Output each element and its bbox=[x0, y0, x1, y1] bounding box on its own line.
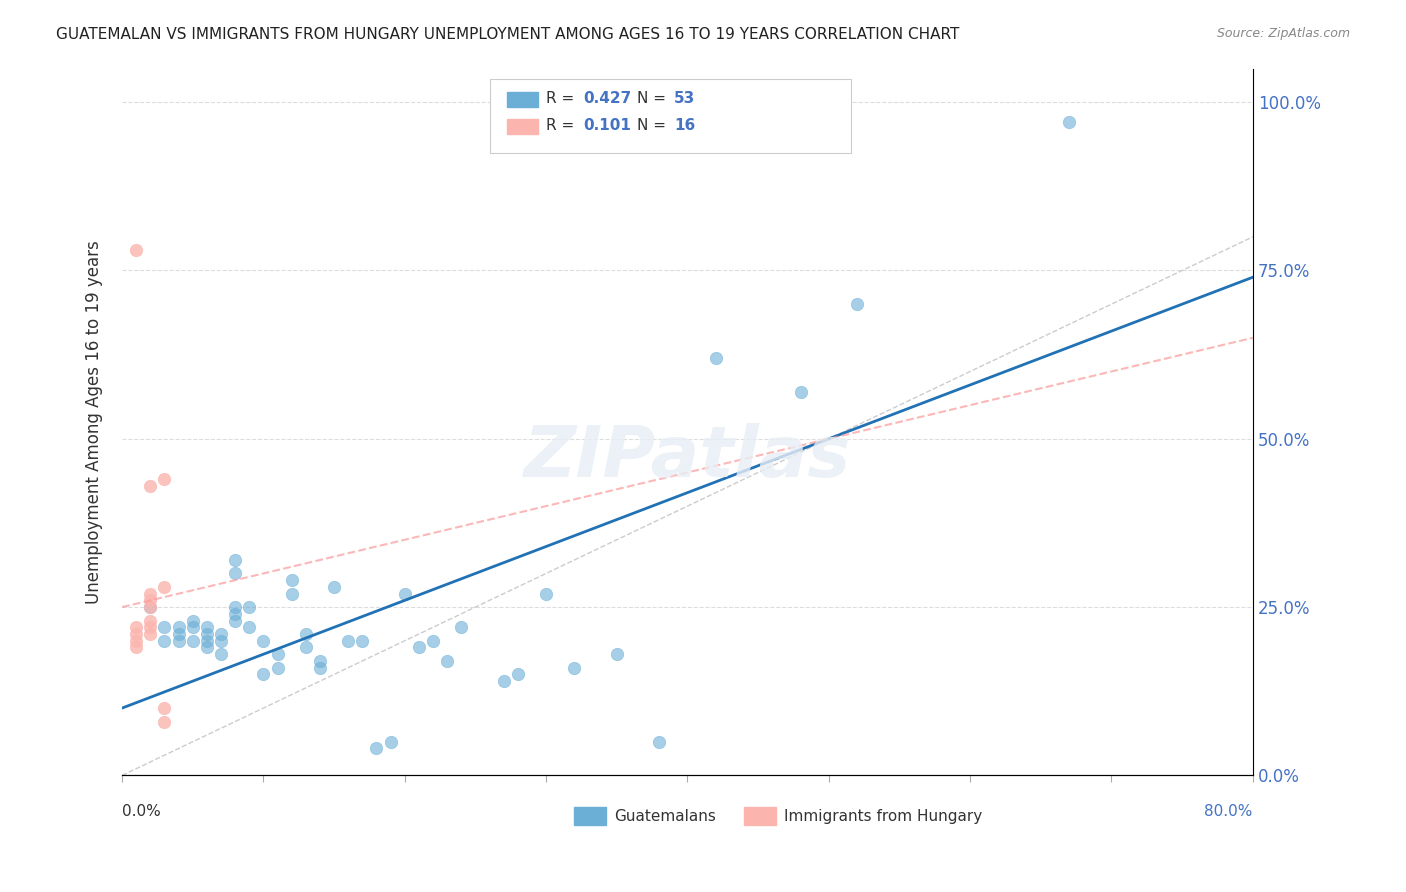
Point bbox=[380, 735, 402, 749]
Point bbox=[846, 297, 869, 311]
Point bbox=[125, 620, 148, 634]
Point bbox=[139, 620, 162, 634]
Point bbox=[167, 620, 190, 634]
Point bbox=[224, 553, 246, 567]
Point bbox=[224, 566, 246, 581]
Point bbox=[534, 587, 557, 601]
Point bbox=[153, 701, 176, 715]
Text: 0.0%: 0.0% bbox=[122, 804, 160, 819]
Point bbox=[789, 384, 811, 399]
Point bbox=[195, 640, 218, 655]
FancyBboxPatch shape bbox=[506, 119, 538, 135]
Point bbox=[153, 580, 176, 594]
Point bbox=[139, 600, 162, 615]
Point bbox=[153, 472, 176, 486]
Point bbox=[195, 627, 218, 641]
Point bbox=[224, 614, 246, 628]
Point bbox=[309, 661, 332, 675]
Point bbox=[704, 351, 727, 365]
Text: GUATEMALAN VS IMMIGRANTS FROM HUNGARY UNEMPLOYMENT AMONG AGES 16 TO 19 YEARS COR: GUATEMALAN VS IMMIGRANTS FROM HUNGARY UN… bbox=[56, 27, 960, 42]
Point bbox=[506, 667, 529, 681]
Point bbox=[209, 633, 232, 648]
Text: 53: 53 bbox=[673, 91, 695, 106]
Point bbox=[266, 661, 288, 675]
Point bbox=[648, 735, 671, 749]
Point bbox=[323, 580, 346, 594]
Text: 0.101: 0.101 bbox=[583, 119, 631, 133]
Point bbox=[450, 620, 472, 634]
Point bbox=[209, 627, 232, 641]
Point bbox=[125, 627, 148, 641]
Point bbox=[181, 614, 204, 628]
Point bbox=[139, 479, 162, 493]
Point bbox=[309, 654, 332, 668]
Point bbox=[294, 640, 316, 655]
Point bbox=[167, 633, 190, 648]
Text: Source: ZipAtlas.com: Source: ZipAtlas.com bbox=[1216, 27, 1350, 40]
Point bbox=[125, 633, 148, 648]
Point bbox=[153, 633, 176, 648]
Point bbox=[195, 633, 218, 648]
Point bbox=[139, 600, 162, 615]
Point bbox=[167, 627, 190, 641]
Point bbox=[238, 620, 260, 634]
Point bbox=[224, 600, 246, 615]
Text: Immigrants from Hungary: Immigrants from Hungary bbox=[783, 809, 981, 824]
Point bbox=[139, 587, 162, 601]
Point bbox=[352, 633, 374, 648]
Point bbox=[139, 614, 162, 628]
Text: R =: R = bbox=[546, 91, 579, 106]
Point bbox=[238, 600, 260, 615]
Point bbox=[125, 640, 148, 655]
Point bbox=[224, 607, 246, 621]
Point bbox=[153, 620, 176, 634]
Point bbox=[366, 741, 388, 756]
Text: N =: N = bbox=[637, 91, 671, 106]
Text: 0.427: 0.427 bbox=[583, 91, 631, 106]
Point bbox=[195, 620, 218, 634]
Y-axis label: Unemployment Among Ages 16 to 19 years: Unemployment Among Ages 16 to 19 years bbox=[86, 240, 103, 604]
Point bbox=[153, 714, 176, 729]
FancyBboxPatch shape bbox=[506, 92, 538, 107]
Point bbox=[252, 667, 274, 681]
Point bbox=[252, 633, 274, 648]
Point bbox=[181, 620, 204, 634]
Point bbox=[408, 640, 430, 655]
Point bbox=[492, 674, 515, 689]
Point bbox=[564, 661, 586, 675]
Point bbox=[436, 654, 458, 668]
Text: 80.0%: 80.0% bbox=[1205, 804, 1253, 819]
Point bbox=[1057, 115, 1080, 129]
FancyBboxPatch shape bbox=[575, 807, 606, 825]
Point bbox=[280, 573, 302, 587]
Point bbox=[337, 633, 360, 648]
Point bbox=[139, 627, 162, 641]
Point bbox=[181, 633, 204, 648]
Point bbox=[139, 593, 162, 607]
FancyBboxPatch shape bbox=[744, 807, 776, 825]
Point bbox=[280, 587, 302, 601]
FancyBboxPatch shape bbox=[489, 79, 852, 153]
Point bbox=[394, 587, 416, 601]
Point bbox=[125, 244, 148, 258]
Text: N =: N = bbox=[637, 119, 671, 133]
Point bbox=[209, 647, 232, 661]
Text: ZIPatlas: ZIPatlas bbox=[524, 423, 851, 491]
Point bbox=[606, 647, 628, 661]
Point bbox=[266, 647, 288, 661]
Point bbox=[294, 627, 316, 641]
Text: 16: 16 bbox=[673, 119, 695, 133]
Text: Guatemalans: Guatemalans bbox=[614, 809, 716, 824]
Text: R =: R = bbox=[546, 119, 579, 133]
Point bbox=[422, 633, 444, 648]
